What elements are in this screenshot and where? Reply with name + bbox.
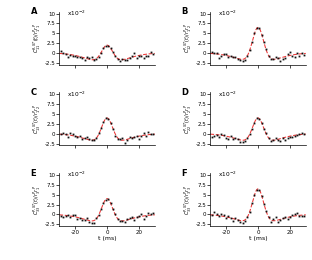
Text: B: B [182,8,188,16]
Text: x10$^{-2}$: x10$^{-2}$ [218,9,236,18]
X-axis label: t (ms): t (ms) [98,237,116,242]
Text: x10$^{-2}$: x10$^{-2}$ [67,89,85,99]
Text: C: C [31,88,37,97]
Y-axis label: $C_{11}^{\theta,ST}(t)/r_1^Pr_1^P$: $C_{11}^{\theta,ST}(t)/r_1^Pr_1^P$ [31,23,42,54]
Text: x10$^{-2}$: x10$^{-2}$ [218,170,236,179]
Y-axis label: $C_{13}^{P,ST}(t)/r_1^Pr_2^P$: $C_{13}^{P,ST}(t)/r_1^Pr_2^P$ [31,104,42,134]
Y-axis label: $C_{22}^{P,ST}(t)/r_2^Pr_3^P$: $C_{22}^{P,ST}(t)/r_2^Pr_3^P$ [182,104,193,134]
Text: E: E [31,169,36,178]
X-axis label: t (ms): t (ms) [249,237,267,242]
Text: x10$^{-2}$: x10$^{-2}$ [218,89,236,99]
Text: A: A [31,8,37,16]
Text: D: D [182,88,188,97]
Text: x10$^{-2}$: x10$^{-2}$ [67,9,85,18]
Y-axis label: $C_{33}^{P,ST}(t)/r_3^Pr_3^P$: $C_{33}^{P,ST}(t)/r_3^Pr_3^P$ [182,184,193,215]
Y-axis label: $C_{12}^{P,ST}(t)/r_1^Pr_2^P$: $C_{12}^{P,ST}(t)/r_1^Pr_2^P$ [182,23,193,54]
Text: x10$^{-2}$: x10$^{-2}$ [67,170,85,179]
Y-axis label: $C_{33}^{P,ST}(t)/r_3^Pr_1^P$: $C_{33}^{P,ST}(t)/r_3^Pr_1^P$ [31,184,42,215]
Text: F: F [182,169,187,178]
